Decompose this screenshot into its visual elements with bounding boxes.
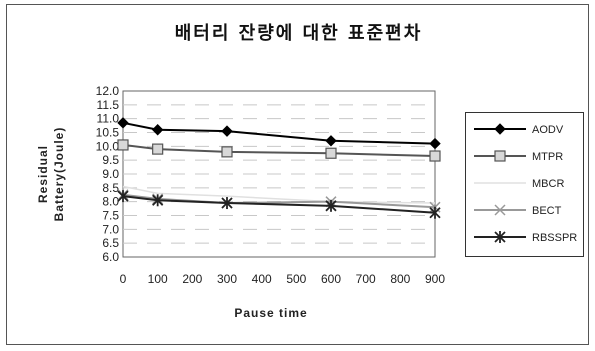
y-tick-label: 12.0 xyxy=(96,84,120,98)
x-axis-title: Pause time xyxy=(234,306,307,320)
series-mbcr xyxy=(122,185,436,204)
x-tick-label: 100 xyxy=(148,272,168,286)
y-tick-label: 7.5 xyxy=(102,209,119,223)
data-point-aodv xyxy=(429,137,441,150)
legend-label: MBCR xyxy=(532,178,564,190)
y-tick-label: 8.5 xyxy=(102,181,119,195)
legend-marker xyxy=(494,150,506,162)
x-tick-label: 900 xyxy=(425,272,445,286)
data-point-aodv xyxy=(117,117,129,129)
legend-label: BECT xyxy=(532,205,562,217)
y-tick-label: 7.0 xyxy=(102,222,119,236)
chart-frame: 배터리 잔량에 대한 표준편차 6.0 6.5 7.0 7.5 8.0 8.5 9.0 9.5… xyxy=(6,4,589,345)
series-line-mbcr xyxy=(122,185,436,204)
y-tick-label: 10.0 xyxy=(96,139,120,153)
data-point-mtpr xyxy=(117,139,129,151)
y-tick-label: 10.5 xyxy=(96,126,120,140)
legend-item-mbcr: MBCR xyxy=(474,178,564,190)
x-tick-label: 800 xyxy=(390,272,410,286)
data-point-rbsspr xyxy=(117,190,129,203)
y-tick-label: 9.0 xyxy=(102,167,119,181)
plot-area: 6.06.57.07.58.08.59.09.510.010.511.011.5… xyxy=(36,84,445,320)
legend-item-bect: BECT xyxy=(474,204,562,217)
legend-item-rbsspr: RBSSPR xyxy=(474,231,577,244)
x-tick-label: 400 xyxy=(252,272,272,286)
x-tick-label: 200 xyxy=(182,272,202,286)
legend-item-aodv: AODV xyxy=(474,123,564,136)
series-aodv xyxy=(117,117,441,150)
series-rbsspr xyxy=(117,190,441,219)
x-tick-label: 300 xyxy=(217,272,237,286)
y-tick-label: 6.5 xyxy=(102,236,119,250)
data-point-aodv xyxy=(221,125,233,137)
data-point-rbsspr xyxy=(152,194,164,207)
legend: AODV MTPR MBCR BECT RBSSPR xyxy=(465,112,584,257)
x-tick-label: 600 xyxy=(321,272,341,286)
legend-marker xyxy=(494,204,506,216)
legend-label: MTPR xyxy=(532,151,563,163)
data-point-rbsspr xyxy=(325,199,337,212)
data-point-mtpr xyxy=(152,143,164,155)
x-tick-label: 0 xyxy=(120,272,127,286)
y-axis-title-line: Residual xyxy=(36,145,50,203)
legend-item-mtpr: MTPR xyxy=(474,150,563,163)
data-point-aodv xyxy=(325,135,337,147)
legend-label: RBSSPR xyxy=(532,232,577,244)
legend-label: AODV xyxy=(532,124,564,136)
legend-marker xyxy=(494,123,506,135)
x-tick-label: 700 xyxy=(356,272,376,286)
chart-title: 배터리 잔량에 대한 표준편차 xyxy=(174,23,423,44)
data-point-mtpr xyxy=(221,146,233,158)
y-tick-label: 9.5 xyxy=(102,153,119,167)
data-point-rbsspr xyxy=(429,206,441,219)
data-point-mtpr xyxy=(325,147,337,159)
y-tick-label: 11.5 xyxy=(97,98,120,112)
data-point-rbsspr xyxy=(221,197,233,210)
y-tick-label: 6.0 xyxy=(102,250,119,264)
y-axis-title-line: Battery(Joule) xyxy=(52,127,66,222)
y-tick-label: 8.0 xyxy=(102,195,119,209)
legend-marker xyxy=(494,231,506,243)
y-tick-label: 11.0 xyxy=(97,112,120,126)
series-mtpr xyxy=(117,139,441,162)
data-point-aodv xyxy=(151,124,164,136)
x-tick-label: 500 xyxy=(286,272,306,286)
data-point-mtpr xyxy=(429,150,441,162)
